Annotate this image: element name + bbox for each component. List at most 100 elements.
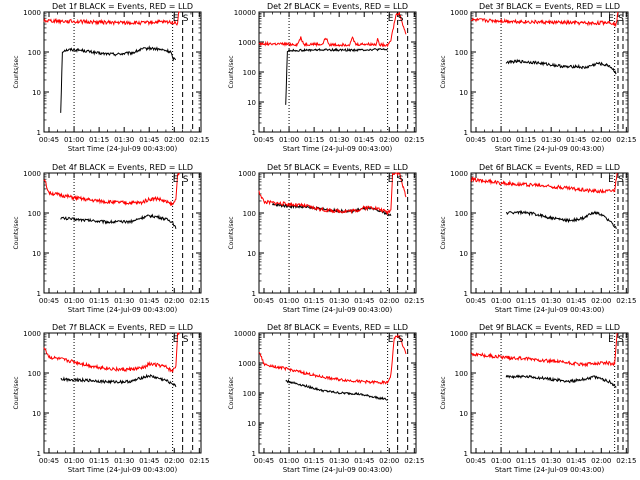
x-tick-label: 01:45 [566,297,586,305]
series-events [505,58,617,75]
event-marker-e: E [388,14,394,24]
series-events [505,210,617,230]
subplot-det-9: Det 9f BLACK = Events, RED = LLD 1 10 100 10… [440,323,636,474]
chart-title: Det 3f BLACK = Events, RED = LLD [479,2,620,11]
y-tick-label: 100 [243,69,256,77]
x-tick-label: 01:15 [516,136,536,144]
y-tick-label: 1000 [23,330,41,338]
x-tick-label: 00:45 [39,457,59,465]
x-axis-label: Start Time (24-Jul-09 00:43:00) [283,145,393,153]
y-tick-label: 1 [252,290,256,298]
y-tick-label: 10 [32,250,41,258]
event-marker-e: E [608,175,614,185]
event-marker-s: S [183,14,189,24]
x-tick-label: 00:45 [254,136,274,144]
x-axis-label: Start Time (24-Jul-09 00:43:00) [495,466,605,474]
event-marker-e: E [388,335,394,345]
subplot-det-1: Det 1f BLACK = Events, RED = LLD 1 10 100 10… [13,2,209,153]
x-tick-label: 01:45 [566,136,586,144]
event-marker-s: S [183,175,189,185]
y-tick-label: 10000 [234,330,256,338]
y-tick-label: 10000 [234,9,256,17]
plot-frame [43,332,202,454]
x-tick-label: 02:15 [616,457,636,465]
chart-title: Det 9f BLACK = Events, RED = LLD [479,323,620,332]
y-tick-label: 10 [459,410,468,418]
x-tick-label: 02:15 [404,136,424,144]
x-tick-label: 01:45 [354,457,374,465]
x-tick-label: 01:45 [354,297,374,305]
x-tick-label: 02:00 [591,297,611,305]
x-tick-label: 01:00 [279,297,299,305]
y-axis-label: Counts/sec [228,376,235,409]
x-tick-label: 01:30 [541,457,561,465]
y-tick-label: 1 [37,450,41,458]
x-axis-label: Start Time (24-Jul-09 00:43:00) [68,466,178,474]
y-tick-label: 1000 [238,170,256,178]
x-tick-label: 01:45 [566,457,586,465]
y-tick-label: 1000 [238,39,256,47]
y-tick-label: 10 [459,250,468,258]
x-tick-label: 01:15 [89,297,109,305]
y-tick-label: 100 [28,210,41,218]
x-tick-label: 01:00 [64,457,84,465]
x-tick-label: 02:15 [616,297,636,305]
subplot-det-5: Det 5f BLACK = Events, RED = LLD 1 10 100 10… [228,163,424,314]
x-tick-label: 02:00 [164,136,184,144]
y-tick-label: 10 [459,89,468,97]
subplot-det-8: Det 8f BLACK = Events, RED = LLD 1 10 100 10… [228,323,424,474]
event-marker-s: S [618,14,624,24]
y-tick-label: 100 [28,49,41,57]
plot-frame [258,172,417,294]
y-tick-label: 1000 [23,170,41,178]
y-tick-label: 10 [247,420,256,428]
y-tick-label: 1000 [23,9,41,17]
y-tick-label: 1 [252,129,256,137]
series-events [60,373,177,388]
x-tick-label: 01:45 [354,136,374,144]
x-tick-label: 01:15 [89,136,109,144]
series-events [285,47,388,105]
series-lld [258,12,407,48]
y-axis-label: Counts/sec [13,55,20,88]
y-tick-label: 10 [32,89,41,97]
chart-title: Det 1f BLACK = Events, RED = LLD [52,2,193,11]
chart-title: Det 2f BLACK = Events, RED = LLD [267,2,408,11]
y-axis-label: Counts/sec [13,376,20,409]
x-tick-label: 02:00 [164,297,184,305]
y-tick-label: 1 [464,450,468,458]
plot-frame [470,332,629,454]
x-tick-label: 01:15 [304,297,324,305]
x-tick-label: 01:30 [114,297,134,305]
series-lld [470,332,618,368]
series-lld [470,11,619,28]
y-tick-label: 100 [243,390,256,398]
x-tick-label: 01:45 [139,457,159,465]
series-lld [258,334,407,385]
x-tick-label: 02:15 [189,457,209,465]
y-axis-label: Counts/sec [228,216,235,249]
x-tick-label: 01:30 [329,457,349,465]
event-marker-s: S [618,175,624,185]
chart-title: Det 8f BLACK = Events, RED = LLD [267,323,408,332]
y-tick-label: 1 [37,129,41,137]
event-marker-s: S [398,335,404,345]
x-tick-label: 01:00 [491,136,511,144]
series-lld [43,332,180,373]
x-tick-label: 02:00 [379,297,399,305]
x-tick-label: 00:45 [466,297,486,305]
x-tick-label: 02:00 [379,136,399,144]
y-tick-label: 10 [247,99,256,107]
y-tick-label: 100 [243,210,256,218]
x-axis-label: Start Time (24-Jul-09 00:43:00) [68,145,178,153]
y-tick-label: 100 [28,370,41,378]
x-axis-label: Start Time (24-Jul-09 00:43:00) [495,145,605,153]
subplot-det-7: Det 7f BLACK = Events, RED = LLD 1 10 100 10… [13,323,209,474]
x-tick-label: 00:45 [39,297,59,305]
event-marker-s: S [398,14,404,24]
y-tick-label: 1 [37,290,41,298]
series-events [505,374,617,388]
plot-frame [470,11,629,133]
x-tick-label: 01:00 [279,457,299,465]
